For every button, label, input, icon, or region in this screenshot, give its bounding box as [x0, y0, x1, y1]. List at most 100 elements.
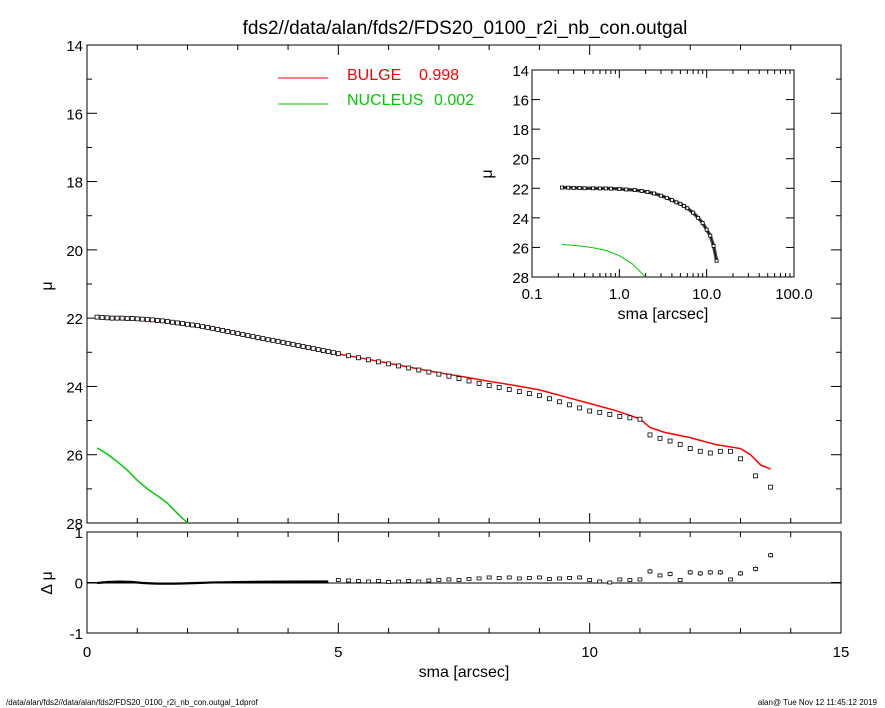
residual-dense-band [96, 580, 329, 585]
inset-data-point [571, 185, 576, 190]
data-point [738, 456, 743, 462]
data-point [567, 402, 572, 408]
data-point [144, 317, 150, 322]
inset-x-tick-label: 100.0 [775, 286, 813, 303]
inset-data-point [598, 186, 602, 191]
main-y-tick-label: 26 [66, 448, 83, 465]
data-point [537, 393, 542, 399]
residual-y-tick-label: -1 [70, 626, 83, 643]
data-point [506, 387, 512, 392]
inset-data-point [624, 187, 629, 192]
residual-point [335, 578, 341, 582]
data-point [516, 389, 522, 394]
residual-point [486, 575, 492, 580]
residual-point [547, 577, 552, 581]
residual-point [506, 575, 512, 580]
data-point [99, 315, 105, 320]
inset-data-point [685, 206, 690, 211]
data-point [607, 412, 613, 417]
inset-data-point [560, 185, 564, 190]
x-tick-label: 0 [83, 644, 91, 661]
inset-data-point [682, 204, 686, 208]
data-point [557, 399, 562, 405]
inset-y-tick-label: 24 [512, 211, 529, 228]
data-point [215, 327, 221, 332]
inset-data-point [652, 191, 656, 196]
main-y-tick-label: 14 [66, 38, 83, 55]
residual-point [707, 570, 713, 575]
residual-point [557, 576, 562, 581]
data-point [376, 359, 381, 365]
residual-point [607, 580, 613, 585]
data-point [667, 438, 673, 444]
data-point [270, 337, 276, 343]
residual-point [537, 575, 542, 580]
main-y-tick-label: 20 [66, 243, 83, 260]
residual-point [677, 578, 683, 582]
data-point [526, 391, 532, 396]
bulge-model-line [97, 317, 771, 470]
residual-point [446, 577, 452, 582]
data-point [386, 361, 392, 367]
inset-x-tick-label: 0.1 [522, 286, 543, 303]
data-point [200, 324, 206, 330]
residual-data-points [96, 552, 774, 585]
residual-point [396, 579, 402, 584]
data-point [456, 376, 462, 381]
legend-nucleus-label: NUCLEUS [347, 92, 423, 109]
data-point [587, 408, 593, 414]
residual-point [768, 553, 774, 558]
inset-data-point [566, 185, 571, 190]
data-point [149, 317, 155, 323]
residual-y-tick-label: 0 [75, 576, 83, 593]
data-point [180, 321, 185, 327]
residual-point [406, 579, 412, 583]
residual-point [516, 576, 522, 581]
data-point [717, 448, 723, 454]
data-point [275, 338, 281, 344]
residual-point [687, 570, 693, 575]
legend: BULGE 0.998 NUCLEUS 0.002 [278, 67, 474, 109]
inset-data-point [708, 233, 713, 238]
x-tick-label: 5 [334, 644, 342, 661]
main-y-tick-label: 22 [66, 311, 83, 328]
data-point [356, 355, 361, 361]
legend-bulge-value: 0.998 [419, 67, 459, 84]
inset-data-point [577, 186, 582, 190]
data-point [220, 328, 226, 333]
residual-point [753, 566, 758, 571]
data-point [159, 318, 165, 324]
chart-title: fds2//data/alan/fds2/FDS20_0100_r2i_nb_c… [243, 18, 688, 39]
data-point [335, 351, 341, 357]
residual-point [657, 573, 663, 578]
data-point [647, 432, 653, 438]
x-tick-label: 10 [581, 644, 598, 661]
inset-nucleus-model-line [561, 243, 646, 278]
inset-data-point [639, 189, 644, 193]
inset-y-tick-label: 22 [512, 181, 529, 198]
data-point [295, 343, 301, 348]
residual-point [627, 578, 633, 582]
data-point [406, 365, 412, 371]
main-model-curves [96, 317, 771, 524]
data-point [597, 409, 603, 415]
data-point [210, 325, 216, 331]
data-point [280, 339, 286, 345]
residual-point [577, 575, 583, 580]
residual-point [476, 576, 482, 581]
residual-point [597, 579, 603, 584]
residual-point [526, 576, 532, 580]
residual-point [436, 578, 442, 582]
data-point [104, 315, 110, 321]
main-x-axis-label: sma [arcsec] [419, 664, 510, 681]
inset-x-tick-label: 1.0 [609, 286, 630, 303]
residual-point [587, 578, 593, 582]
residual-point [376, 579, 381, 583]
residual-point [567, 576, 572, 580]
data-point [426, 369, 432, 375]
inset-data-point [691, 210, 696, 215]
data-point [154, 318, 160, 323]
residual-point [617, 577, 623, 582]
data-point [175, 320, 180, 326]
